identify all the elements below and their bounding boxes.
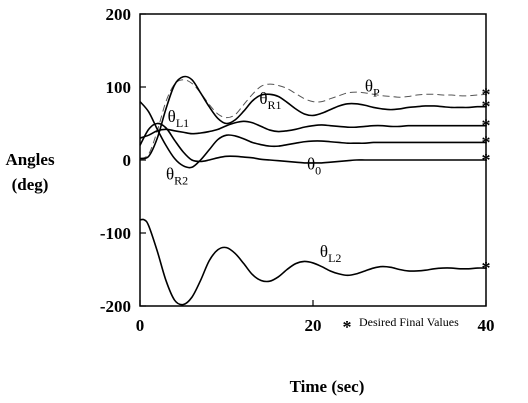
series-label-theta-p: θP <box>365 76 380 99</box>
final-value-marker: * <box>482 258 491 278</box>
legend-text: Desired Final Values <box>359 315 459 329</box>
series-line-theta-l2 <box>140 219 486 304</box>
series-label-theta-l1: θL1 <box>168 107 190 130</box>
x-tick-label: 20 <box>305 316 322 335</box>
final-value-marker: * <box>482 150 491 170</box>
y-tick-label: 200 <box>106 5 132 24</box>
legend-marker: * <box>343 317 352 337</box>
series-label-theta-0: θ0 <box>307 154 321 177</box>
y-tick-label: 0 <box>123 151 132 170</box>
x-tick-label: 0 <box>136 316 145 335</box>
series-line-theta-r1 <box>140 76 486 158</box>
x-axis-title: Time (sec) <box>290 377 365 396</box>
series-label-theta-r1: θR1 <box>259 89 281 112</box>
series-lines <box>140 76 486 304</box>
series-label-theta-l2: θL2 <box>320 242 342 265</box>
y-tick-label: -100 <box>100 224 131 243</box>
series-labels: θP θR1 θL1 θR2 θ0 θL2 <box>166 76 380 265</box>
final-value-marker: * <box>482 97 491 117</box>
y-axis-ticks: -200 -100 0 100 200 <box>100 5 146 316</box>
y-tick-label: 100 <box>106 78 132 97</box>
y-tick-label: -200 <box>100 297 131 316</box>
series-line-theta-l1 <box>140 121 486 138</box>
legend: * Desired Final Values <box>343 315 460 337</box>
series-label-theta-r2: θR2 <box>166 165 188 188</box>
x-tick-label: 40 <box>478 316 495 335</box>
series-line-theta-p <box>140 80 486 159</box>
y-axis-title-line2: (deg) <box>12 175 49 194</box>
y-axis-title-line1: Angles <box>5 150 55 169</box>
